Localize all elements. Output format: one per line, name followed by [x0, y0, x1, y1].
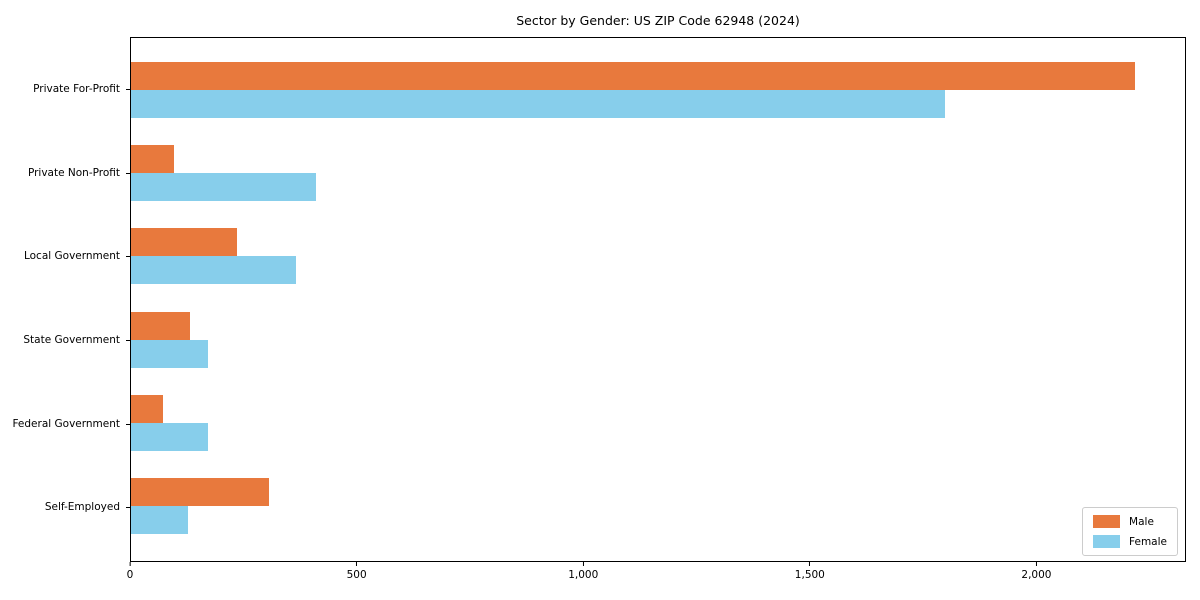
- bar-group: [131, 381, 1185, 464]
- x-tick: 1,000: [568, 562, 598, 581]
- y-label-row: Private For-Profit: [0, 47, 130, 131]
- legend-label: Female: [1129, 535, 1167, 548]
- y-tick-mark: [126, 423, 130, 425]
- x-tick: 2,000: [1021, 562, 1051, 581]
- plot-area: Male Female: [130, 37, 1186, 562]
- legend-item: Female: [1093, 535, 1167, 548]
- x-tick-mark: [809, 562, 811, 566]
- y-axis-label: Private Non-Profit: [27, 166, 120, 179]
- bar-group: [131, 48, 1185, 131]
- y-tick-mark: [126, 256, 130, 258]
- y-label-row: State Government: [0, 298, 130, 382]
- legend-swatch-male: [1093, 515, 1121, 528]
- chart-title: Sector by Gender: US ZIP Code 62948 (202…: [516, 13, 800, 28]
- bar-female: [131, 256, 297, 285]
- legend-item: Male: [1093, 515, 1167, 528]
- y-label-row: Private Non-Profit: [0, 131, 130, 215]
- x-tick-mark: [582, 562, 584, 566]
- bar-male: [131, 61, 1136, 90]
- legend-label: Male: [1129, 515, 1154, 528]
- bar-female: [131, 506, 188, 535]
- bar-male: [131, 394, 163, 423]
- x-tick-label: 1,500: [794, 569, 825, 581]
- bar-male: [131, 478, 269, 507]
- y-axis-label: Local Government: [23, 250, 120, 263]
- x-tick-label: 0: [126, 569, 134, 581]
- y-axis-label: State Government: [23, 333, 120, 346]
- bar-group: [131, 131, 1185, 214]
- y-tick-mark: [126, 172, 130, 174]
- x-tick: 0: [126, 562, 134, 581]
- bar-rows: [131, 38, 1185, 561]
- y-tick-mark: [126, 88, 130, 90]
- bar-male: [131, 311, 190, 340]
- x-axis: 0 500 1,000 1,500 2,000: [126, 562, 1186, 594]
- x-tick-mark: [129, 562, 131, 566]
- bar-male: [131, 228, 238, 257]
- x-tick-mark: [356, 562, 358, 566]
- x-tick: 500: [347, 562, 367, 581]
- bar-female: [131, 339, 208, 368]
- bar-female: [131, 172, 317, 201]
- legend: Male Female: [1082, 507, 1178, 556]
- x-tick-label: 2,000: [1021, 569, 1052, 581]
- y-label-row: Local Government: [0, 214, 130, 298]
- x-tick-label: 500: [346, 569, 367, 581]
- y-label-row: Federal Government: [0, 382, 130, 466]
- bar-male: [131, 144, 174, 173]
- bar-female: [131, 89, 946, 118]
- y-tick-mark: [126, 339, 130, 341]
- bar-group: [131, 215, 1185, 298]
- bar-group: [131, 465, 1185, 548]
- y-axis-label: Private For-Profit: [33, 82, 120, 95]
- y-axis-label: Self-Employed: [44, 501, 120, 514]
- bar-female: [131, 422, 208, 451]
- y-axis: Private For-Profit Private Non-Profit Loca…: [0, 37, 130, 562]
- x-tick-mark: [1035, 562, 1037, 566]
- y-tick-mark: [126, 507, 130, 509]
- y-axis-label: Federal Government: [12, 417, 120, 430]
- y-label-row: Self-Employed: [0, 465, 130, 549]
- x-tick-label: 1,000: [568, 569, 599, 581]
- x-tick: 1,500: [795, 562, 825, 581]
- legend-swatch-female: [1093, 535, 1121, 548]
- bar-group: [131, 298, 1185, 381]
